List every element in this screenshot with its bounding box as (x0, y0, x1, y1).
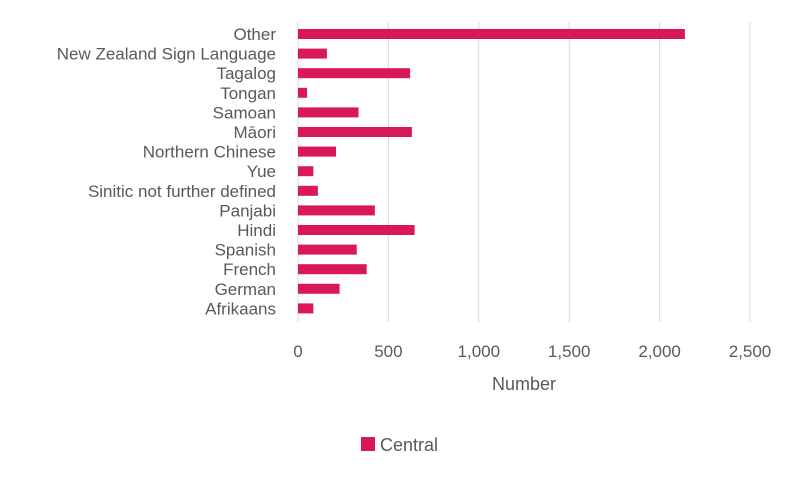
x-tick-label: 2,500 (729, 342, 772, 361)
x-tick-label: 0 (293, 342, 302, 361)
category-label: Tagalog (216, 64, 276, 83)
bar (298, 29, 685, 39)
bar (298, 264, 367, 275)
category-label: Spanish (215, 241, 276, 260)
bar (298, 185, 318, 196)
category-label: Panjabi (219, 201, 276, 220)
x-tick-label: 1,500 (548, 342, 591, 361)
x-tick-label: 500 (374, 342, 402, 361)
x-tick-label: 2,000 (638, 342, 681, 361)
legend: Central (361, 435, 438, 455)
category-label: French (223, 260, 276, 279)
category-label: Northern Chinese (143, 143, 276, 162)
bar (298, 127, 412, 137)
bar (298, 146, 336, 157)
category-label: New Zealand Sign Language (57, 45, 276, 64)
category-label: Sinitic not further defined (88, 182, 276, 201)
bars (298, 29, 685, 314)
legend-swatch (361, 437, 375, 451)
category-label: Tongan (220, 84, 276, 103)
category-label: Samoan (213, 103, 276, 122)
bar (298, 68, 411, 79)
bar (298, 225, 415, 235)
x-axis-title: Number (492, 374, 556, 394)
category-label: Māori (233, 123, 276, 142)
category-label: Other (233, 25, 276, 44)
legend-label: Central (380, 435, 438, 455)
bar (298, 244, 357, 255)
category-label: Yue (247, 162, 276, 181)
category-label: Afrikaans (205, 299, 276, 318)
bar (298, 48, 327, 59)
bar (298, 303, 314, 314)
x-tick-labels: 0 500 1,000 1,500 2,000 2,500 (293, 342, 771, 361)
bar (298, 107, 359, 118)
bar (298, 205, 375, 216)
bar (298, 87, 308, 98)
gridlines (297, 22, 751, 322)
x-tick-label: 1,000 (458, 342, 501, 361)
bar (298, 283, 340, 294)
category-label: Hindi (237, 221, 276, 240)
bar (298, 166, 314, 177)
category-label: German (215, 280, 276, 299)
